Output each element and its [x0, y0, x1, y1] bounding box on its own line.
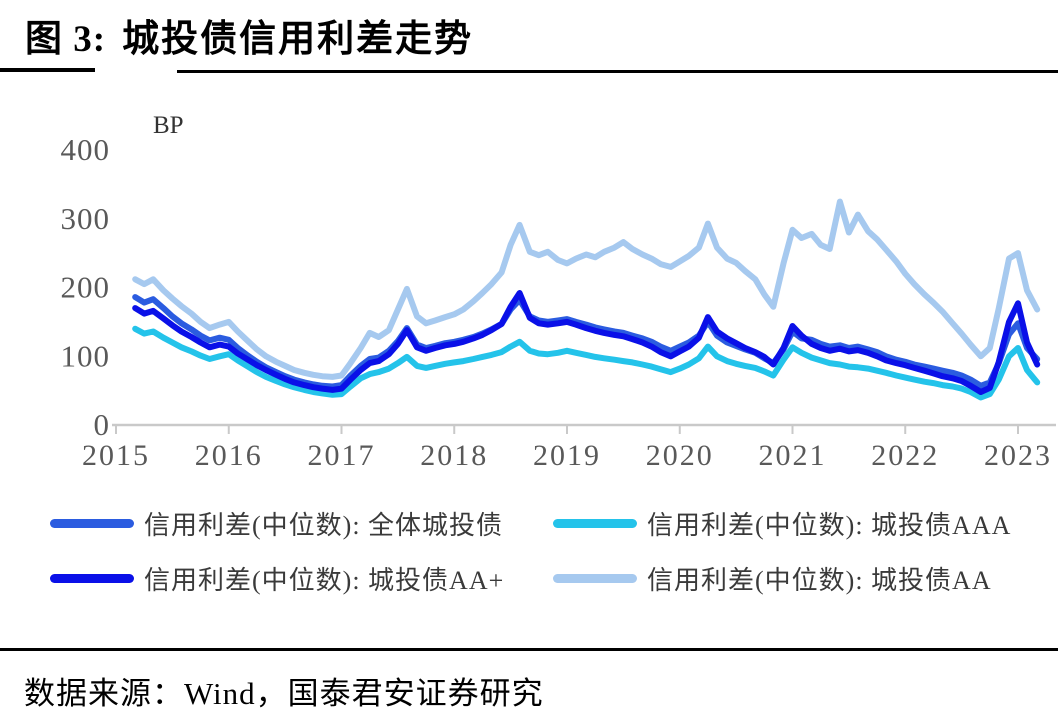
header-rule-short — [0, 68, 95, 72]
y-axis-label: 0 — [94, 407, 111, 442]
legend-line-marker — [553, 573, 637, 583]
legend-label: 信用利差(中位数): 城投债AA — [647, 565, 992, 595]
axis-group: 2015 2016 2017 2018 2019 2020 2021 2022 2023 0 100… — [61, 132, 1056, 472]
series-line-3 — [132, 198, 1041, 380]
chart-canvas: BP 2015 2016 2017 2018 2019 2020 2021 2022 2023 0… — [61, 112, 1056, 472]
legend-label: 信用利差(中位数): 城投债AA+ — [144, 565, 505, 595]
figure-number-label: 图 3: — [25, 19, 107, 60]
x-axis-label: 2018 — [420, 439, 488, 472]
x-axis-label: 2023 — [984, 439, 1052, 472]
footer-divider — [0, 648, 1058, 651]
y-axis-unit-label: BP — [153, 112, 184, 139]
header-rule-long — [177, 70, 1058, 73]
x-axis-label: 2016 — [195, 439, 263, 472]
y-axis-label: 100 — [61, 338, 111, 373]
legend-item: 信用利差(中位数): 城投债AA+ — [50, 560, 504, 596]
legend-line-marker — [553, 518, 637, 528]
series-line-1 — [132, 325, 1041, 401]
legend-line-marker — [50, 518, 134, 528]
x-axis-label: 2021 — [759, 439, 827, 472]
y-axis-label: 300 — [61, 201, 111, 236]
figure-header: 图 3: 城投债信用利差走势 — [25, 8, 1045, 62]
legend-label: 信用利差(中位数): 城投债AAA — [647, 510, 1012, 540]
legend-item: 信用利差(中位数): 城投债AAA — [553, 505, 1011, 541]
legend-item: 信用利差(中位数): 全体城投债 — [50, 505, 503, 541]
line-chart: BP 2015 2016 2017 2018 2019 2020 2021 2022 2023 0… — [0, 95, 1058, 570]
series-group — [132, 198, 1041, 401]
x-axis-label: 2015 — [82, 439, 150, 472]
legend-line-marker — [50, 573, 134, 583]
x-axis-label: 2019 — [533, 439, 601, 472]
data-source-text: 数据来源：Wind，国泰君安证券研究 — [24, 676, 544, 711]
x-axis-label: 2022 — [871, 439, 939, 472]
x-axis-label: 2017 — [308, 439, 376, 472]
y-axis-label: 400 — [61, 132, 111, 167]
figure-title: 城投债信用利差走势 — [122, 19, 474, 60]
legend-item: 信用利差(中位数): 城投债AA — [553, 560, 992, 596]
x-axis-label: 2020 — [646, 439, 714, 472]
legend-label: 信用利差(中位数): 全体城投债 — [144, 510, 504, 540]
series-line-2 — [132, 290, 1041, 395]
y-axis-label: 200 — [61, 270, 111, 305]
